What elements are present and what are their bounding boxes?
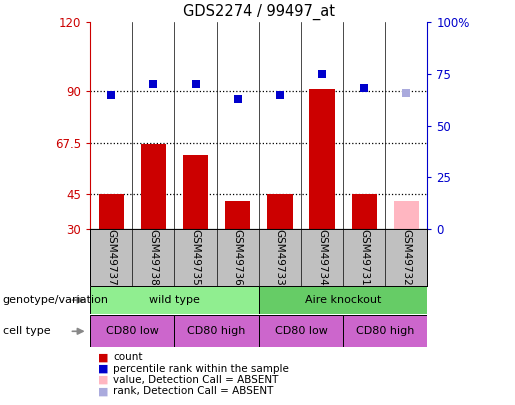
Text: CD80 high: CD80 high [187,326,246,336]
Text: percentile rank within the sample: percentile rank within the sample [113,364,289,373]
Text: GSM49736: GSM49736 [233,229,243,286]
Text: GSM49731: GSM49731 [359,229,369,286]
Text: wild type: wild type [149,295,200,305]
Text: Aire knockout: Aire knockout [305,295,381,305]
Bar [141,144,166,229]
Text: ■: ■ [98,364,108,373]
Text: GSM49732: GSM49732 [401,229,411,286]
Text: GSM49735: GSM49735 [191,229,200,286]
Bar [352,194,377,229]
Bar [90,286,259,314]
Bar [90,315,175,347]
Bar [259,315,343,347]
Text: ■: ■ [98,375,108,385]
Text: CD80 low: CD80 low [106,326,159,336]
Text: GSM49737: GSM49737 [106,229,116,286]
Text: genotype/variation: genotype/variation [3,295,109,305]
Bar [343,315,427,347]
Text: GSM49734: GSM49734 [317,229,327,286]
Text: value, Detection Call = ABSENT: value, Detection Call = ABSENT [113,375,279,385]
Text: ■: ■ [98,386,108,396]
Text: CD80 high: CD80 high [356,326,415,336]
Title: GDS2274 / 99497_at: GDS2274 / 99497_at [183,3,335,19]
Bar [175,315,259,347]
Bar [310,89,335,229]
Text: ■: ■ [98,352,108,362]
Bar [394,201,419,229]
Text: count: count [113,352,143,362]
Text: rank, Detection Call = ABSENT: rank, Detection Call = ABSENT [113,386,273,396]
Text: GSM49738: GSM49738 [148,229,159,286]
Bar [98,194,124,229]
Bar [259,286,427,314]
Text: CD80 low: CD80 low [274,326,328,336]
Text: cell type: cell type [3,326,50,336]
Bar [267,194,293,229]
Bar [225,201,250,229]
Text: GSM49733: GSM49733 [275,229,285,286]
Bar [183,156,208,229]
